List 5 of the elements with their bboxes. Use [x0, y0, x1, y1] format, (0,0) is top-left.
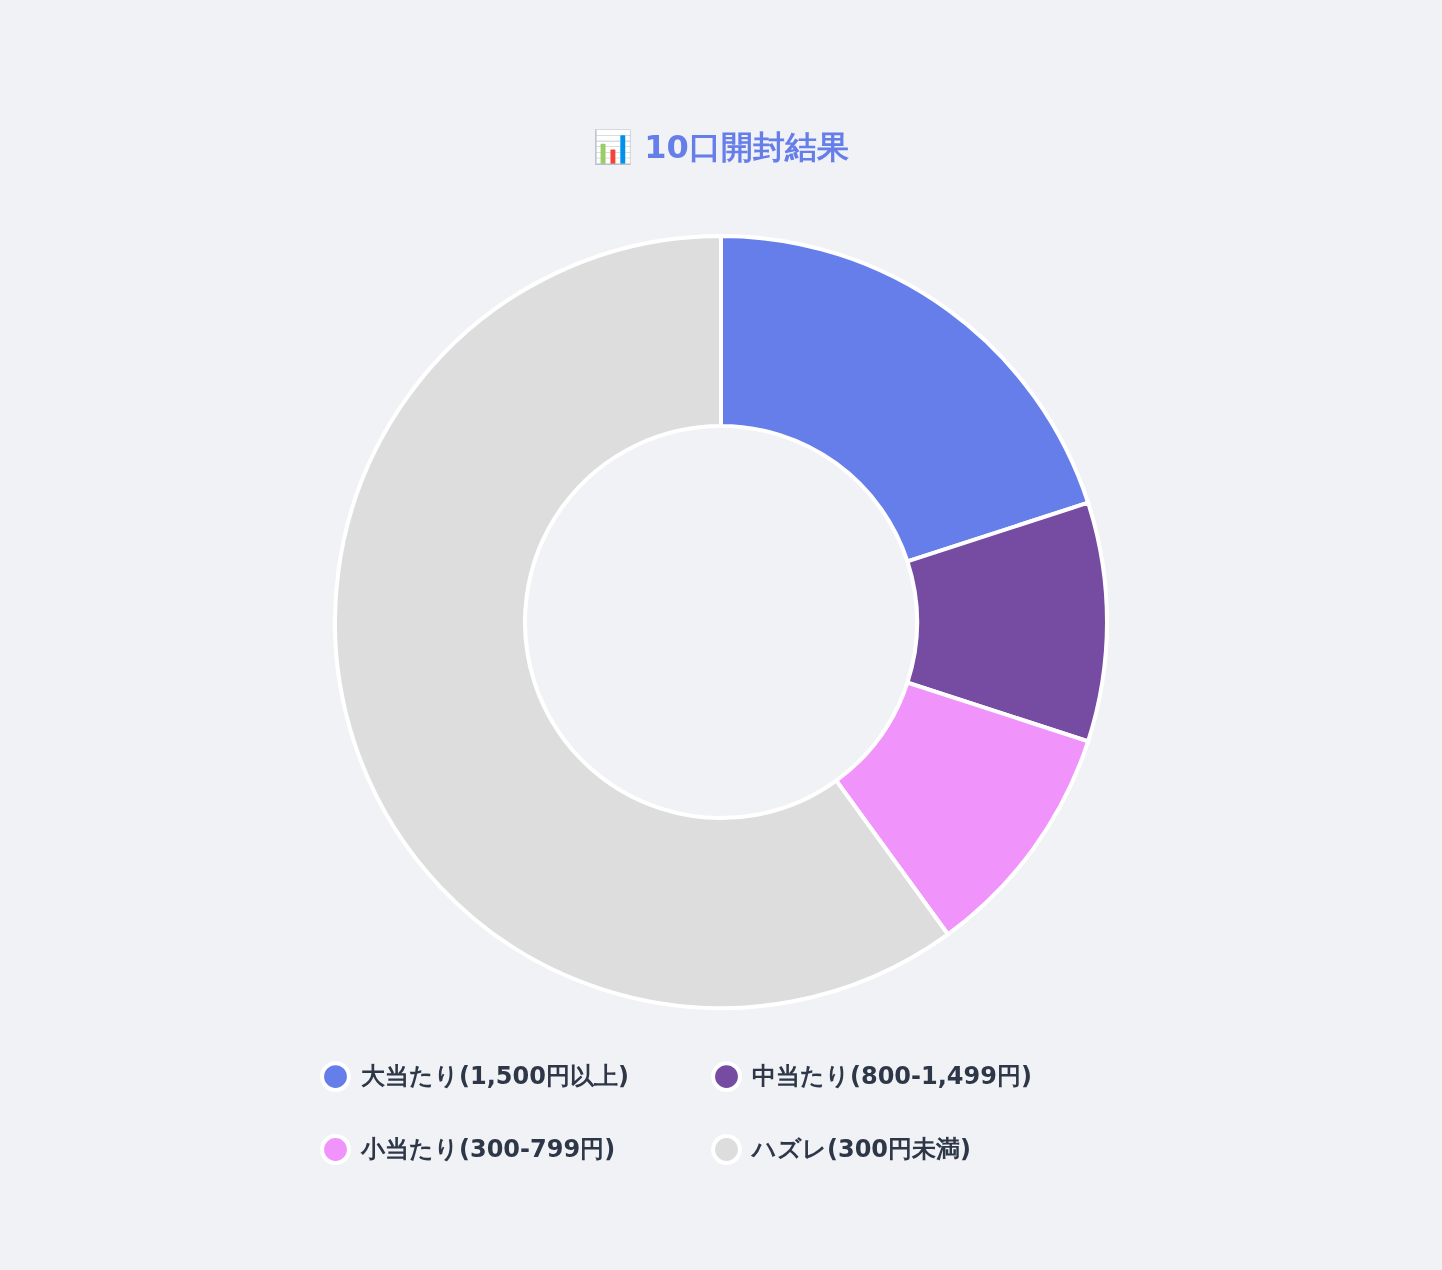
- chart-title: 📊 10口開封結果: [593, 128, 849, 166]
- legend-label: 大当たり(1,500円以上): [361, 1061, 629, 1090]
- legend-label: 小当たり(300-799円): [360, 1134, 616, 1163]
- legend-label: ハズレ(300円未満): [750, 1134, 972, 1163]
- legend-label: 中当たり(800-1,499円): [752, 1061, 1032, 1090]
